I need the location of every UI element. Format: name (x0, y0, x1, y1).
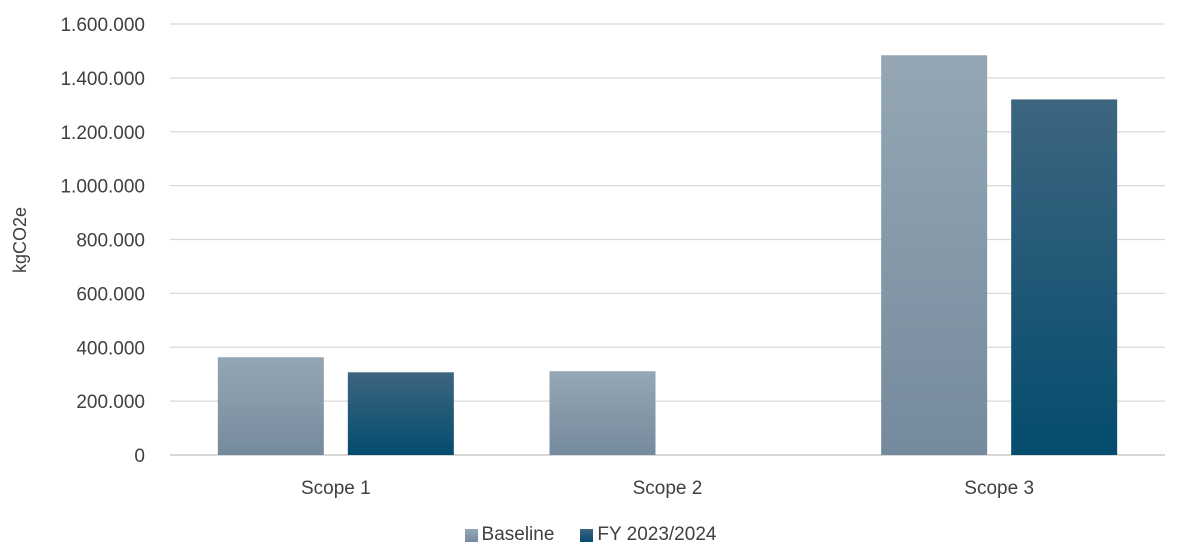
x-tick-label: Scope 1 (301, 478, 371, 499)
legend-swatch-baseline (464, 528, 478, 542)
y-tick-label: 1.400.000 (60, 69, 145, 90)
y-tick-label: 600.000 (76, 284, 145, 305)
legend-label-fy-2023-2024: FY 2023/2024 (597, 524, 717, 545)
y-tick-label: 800.000 (76, 231, 145, 252)
legend-label-baseline: Baseline (481, 524, 555, 545)
legend: Baseline FY 2023/2024 (0, 524, 1181, 546)
y-tick-label: 400.000 (76, 338, 145, 359)
bar-baseline-scope-1 (217, 357, 324, 455)
y-tick-label: 1.000.000 (60, 177, 145, 198)
bar-baseline-scope-3 (881, 55, 988, 456)
bar-fy-2023-2024-scope-3 (1011, 99, 1118, 456)
y-axis-label: kgCO2e (10, 207, 30, 273)
bar-fy-2023-2024-scope-1 (347, 372, 454, 455)
x-tick-label: Scope 2 (633, 478, 703, 499)
legend-item-baseline: Baseline (464, 524, 555, 546)
gridlines (170, 23, 1165, 456)
y-tick-label: 0 (134, 446, 145, 467)
legend-swatch-fy-2023-2024 (580, 528, 594, 542)
y-tick-labels: 0 200.000 400.000 600.000 800.000 1.000.000 1.… (60, 15, 145, 467)
legend-item-fy-2023-2024: FY 2023/2024 (580, 524, 716, 546)
y-tick-label: 1.600.000 (60, 15, 145, 36)
y-tick-label: 200.000 (76, 392, 145, 413)
y-tick-label: 1.200.000 (60, 123, 145, 144)
bar-baseline-scope-2 (549, 371, 656, 455)
x-tick-labels: Scope 1 Scope 2 Scope 3 (301, 478, 1034, 499)
bars (217, 55, 1118, 456)
x-tick-label: Scope 3 (964, 478, 1034, 499)
